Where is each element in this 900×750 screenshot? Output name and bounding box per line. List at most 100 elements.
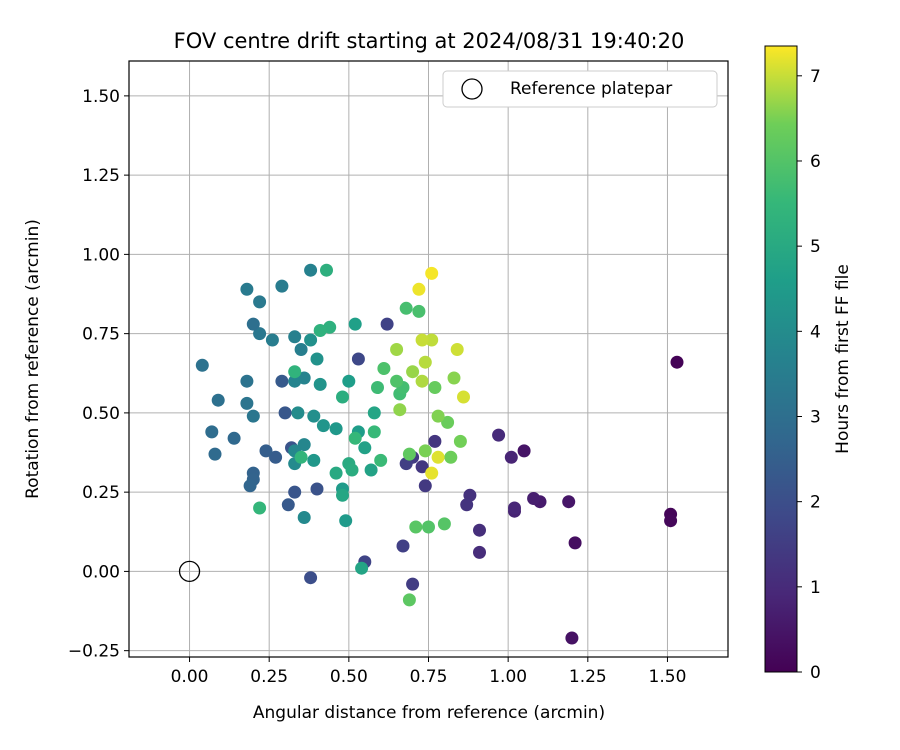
data-point xyxy=(253,327,267,341)
data-point xyxy=(402,593,416,607)
data-point xyxy=(288,374,302,388)
data-point xyxy=(259,444,273,458)
data-point xyxy=(358,441,372,455)
y-tick-label: 0.00 xyxy=(82,562,120,582)
data-point xyxy=(288,365,302,379)
data-point xyxy=(527,492,541,505)
data-point xyxy=(316,419,330,433)
legend: Reference platepar xyxy=(442,70,718,108)
y-axis-label: Rotation from reference (arcmin) xyxy=(23,219,43,499)
legend-label: Reference platepar xyxy=(510,79,672,99)
data-point xyxy=(504,450,518,464)
data-point xyxy=(402,447,416,461)
grid xyxy=(129,61,728,657)
data-point xyxy=(390,343,404,356)
data-point xyxy=(412,304,426,318)
data-point xyxy=(342,374,356,388)
data-point xyxy=(265,333,279,347)
colorbar-tick-label: 1 xyxy=(810,578,821,598)
data-point xyxy=(304,263,318,277)
y-tick-label: 0.75 xyxy=(82,325,120,345)
data-point xyxy=(431,409,445,423)
data-point xyxy=(409,520,423,534)
data-point xyxy=(288,330,302,344)
reference-platepar-marker xyxy=(178,560,201,583)
data-point xyxy=(517,444,531,458)
colorbar-tick-label: 2 xyxy=(810,493,821,513)
data-points xyxy=(178,263,684,645)
x-tick-label: 1.50 xyxy=(649,667,687,687)
data-point xyxy=(336,488,349,502)
y-tick-label: 0.25 xyxy=(82,483,120,503)
data-point xyxy=(562,495,576,509)
x-tick-label: 0.50 xyxy=(330,667,368,687)
data-point xyxy=(367,406,381,420)
data-point xyxy=(246,317,260,331)
data-point xyxy=(227,431,241,445)
y-tick-label: 1.25 xyxy=(82,166,120,186)
data-point xyxy=(441,415,455,429)
data-point xyxy=(345,463,359,477)
data-point xyxy=(393,403,407,417)
data-point xyxy=(294,343,308,356)
data-point xyxy=(275,279,289,293)
data-point xyxy=(396,539,410,553)
data-point xyxy=(450,343,464,356)
colorbar-tick-label: 4 xyxy=(810,322,821,342)
legend-box xyxy=(442,70,718,108)
data-point xyxy=(457,390,470,404)
data-point xyxy=(473,523,486,537)
data-point xyxy=(406,577,420,591)
data-point xyxy=(313,324,327,337)
colorbar-tick-label: 3 xyxy=(810,407,821,427)
data-point xyxy=(329,422,343,436)
data-point xyxy=(418,479,432,493)
colorbar-gradient xyxy=(764,45,798,673)
data-point xyxy=(565,631,579,645)
data-point xyxy=(240,396,254,410)
data-point xyxy=(240,282,254,296)
x-axis-ticks: 0.00 0.25 0.50 0.75 1.00 1.25 1.50 xyxy=(171,657,687,687)
data-point xyxy=(288,485,302,499)
data-point xyxy=(313,377,327,391)
data-point xyxy=(195,358,209,372)
data-point xyxy=(412,282,426,296)
data-point xyxy=(431,450,445,464)
data-point xyxy=(415,374,429,388)
data-point xyxy=(246,409,260,423)
colorbar-tick-label: 6 xyxy=(810,152,821,172)
data-point xyxy=(422,520,435,534)
data-point xyxy=(240,374,254,388)
data-point xyxy=(297,511,311,524)
data-point xyxy=(307,453,321,467)
data-point xyxy=(304,571,318,585)
data-point xyxy=(390,374,404,388)
data-point xyxy=(371,381,384,394)
data-point xyxy=(348,317,362,331)
data-point xyxy=(460,498,474,512)
data-point xyxy=(374,453,388,467)
data-point xyxy=(320,263,333,277)
data-point xyxy=(310,352,324,366)
data-point xyxy=(364,463,378,477)
data-point xyxy=(336,390,349,404)
colorbar-tick-label: 5 xyxy=(810,237,821,257)
x-tick-label: 0.75 xyxy=(410,667,448,687)
data-point xyxy=(399,301,413,315)
data-point xyxy=(297,438,311,452)
data-point xyxy=(329,466,343,480)
data-point xyxy=(406,365,420,379)
data-point xyxy=(437,517,451,531)
data-point xyxy=(367,425,381,439)
data-point xyxy=(453,434,467,448)
data-point xyxy=(351,352,365,366)
data-point xyxy=(304,333,318,347)
chart-title: FOV centre drift starting at 2024/08/31 … xyxy=(174,29,685,53)
data-point xyxy=(307,409,321,423)
data-point xyxy=(418,444,432,458)
data-point xyxy=(211,393,225,407)
data-point xyxy=(205,425,219,439)
data-point xyxy=(208,447,222,461)
data-point xyxy=(348,431,362,445)
data-point xyxy=(664,514,678,528)
